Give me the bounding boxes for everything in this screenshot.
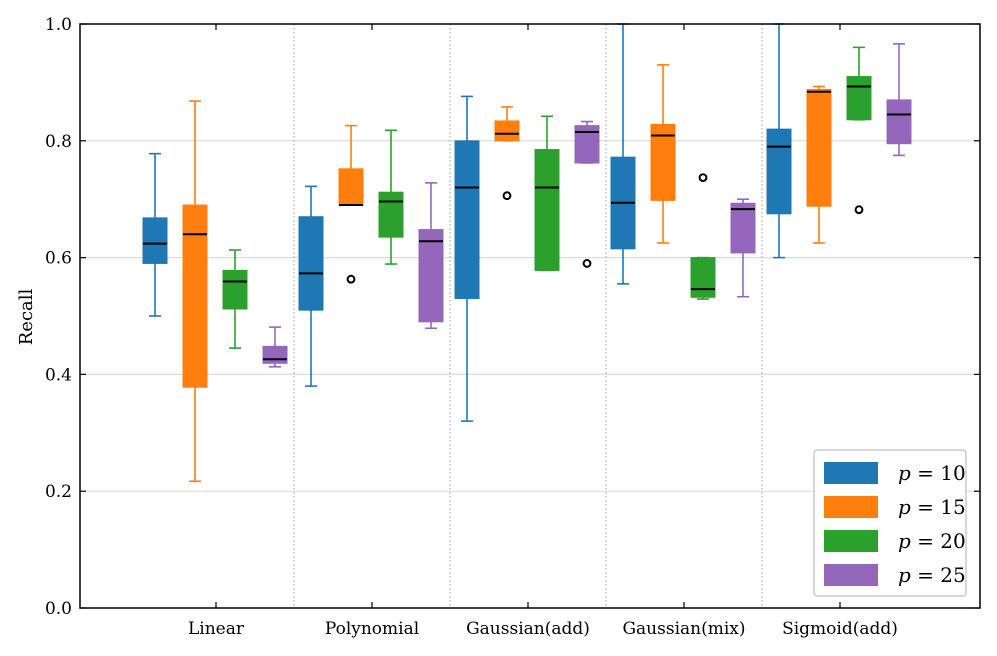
box-plot bbox=[690, 173, 716, 300]
box-iqr bbox=[806, 88, 832, 207]
box-iqr bbox=[378, 191, 404, 238]
box-iqr bbox=[142, 217, 168, 264]
legend-label-variable: p bbox=[898, 461, 911, 485]
y-tick-label: 0.4 bbox=[45, 365, 72, 385]
box-iqr bbox=[182, 204, 208, 388]
outlier-point bbox=[854, 205, 864, 215]
box-iqr bbox=[222, 269, 248, 310]
x-tick-label: Gaussian(add) bbox=[466, 619, 590, 639]
box-iqr bbox=[730, 202, 756, 254]
legend-label-value: = 15 bbox=[911, 495, 966, 519]
outlier-point bbox=[502, 191, 512, 201]
category-separators bbox=[293, 24, 763, 608]
box-iqr bbox=[338, 168, 364, 206]
series-4 bbox=[262, 43, 912, 368]
plot-frame bbox=[79, 23, 981, 609]
legend-label-value: = 20 bbox=[911, 529, 966, 553]
x-tick-label: Polynomial bbox=[325, 619, 419, 639]
legend-entry: p = 10 bbox=[824, 461, 966, 485]
legend-label: p = 10 bbox=[898, 461, 966, 485]
legend-label-value: = 10 bbox=[911, 461, 966, 485]
outlier-point bbox=[698, 173, 708, 182]
grid-lines bbox=[80, 140, 980, 492]
box-iqr bbox=[650, 123, 676, 201]
x-tick-label: Linear bbox=[188, 619, 245, 639]
box-iqr bbox=[766, 128, 792, 215]
legend-swatch bbox=[824, 462, 878, 484]
series-2 bbox=[182, 64, 832, 483]
y-tick-label: 0.6 bbox=[45, 249, 72, 269]
box-plot bbox=[182, 100, 208, 483]
legend-label-value: = 25 bbox=[911, 563, 966, 587]
box-iqr bbox=[886, 99, 912, 145]
box-plot bbox=[298, 185, 324, 387]
legend-entry: p = 25 bbox=[824, 563, 966, 587]
legend-box bbox=[813, 449, 967, 597]
y-tick-label: 0.8 bbox=[45, 132, 72, 152]
legend: p = 10p = 15p = 20p = 25 bbox=[813, 449, 967, 597]
outlier-point bbox=[582, 259, 592, 268]
series-1 bbox=[142, 23, 792, 422]
box-plot bbox=[338, 124, 364, 284]
legend-entry: p = 15 bbox=[824, 495, 966, 519]
box-plot bbox=[650, 64, 676, 244]
box-iqr bbox=[534, 149, 560, 271]
box-plot bbox=[574, 120, 600, 268]
series-3 bbox=[222, 46, 872, 349]
box-iqr bbox=[454, 140, 480, 299]
y-axis-title: Recall bbox=[16, 288, 37, 345]
box-plot bbox=[846, 46, 872, 215]
box-iqr bbox=[846, 76, 872, 121]
box-plot bbox=[262, 326, 288, 368]
outlier-point bbox=[346, 274, 356, 284]
box-plot bbox=[494, 106, 520, 201]
box-plot bbox=[886, 43, 912, 157]
x-tick-label: Sigmoid(add) bbox=[782, 619, 898, 639]
legend-label: p = 15 bbox=[898, 495, 966, 519]
y-tick-label: 0.2 bbox=[45, 482, 72, 502]
box-plot bbox=[610, 23, 636, 285]
box-series bbox=[142, 23, 912, 483]
box-plot bbox=[534, 115, 560, 272]
legend-label-variable: p bbox=[898, 563, 911, 587]
box-plot bbox=[418, 182, 444, 330]
legend-label-variable: p bbox=[898, 495, 911, 519]
y-tick-label: 1.0 bbox=[45, 15, 72, 35]
box-iqr bbox=[262, 345, 288, 364]
box-iqr bbox=[418, 229, 444, 323]
legend-label: p = 20 bbox=[898, 529, 966, 553]
x-tick-label: Gaussian(mix) bbox=[622, 619, 745, 639]
legend-swatch bbox=[824, 530, 878, 552]
legend-label: p = 25 bbox=[898, 563, 966, 587]
box-iqr bbox=[494, 120, 520, 142]
box-plot bbox=[222, 249, 248, 349]
legend-label-variable: p bbox=[898, 529, 911, 553]
box-plot bbox=[142, 152, 168, 317]
box-plot bbox=[454, 95, 480, 422]
box-iqr bbox=[690, 257, 716, 298]
box-plot bbox=[806, 85, 832, 244]
box-plot bbox=[730, 198, 756, 298]
legend-swatch bbox=[824, 496, 878, 518]
x-axis-ticks: Linear Polynomial Gaussian(add) Gaussian(mi… bbox=[188, 24, 898, 639]
y-axis-ticks: 0.0 0.2 0.4 0.6 0.8 1.0 bbox=[45, 15, 980, 619]
y-tick-label: 0.0 bbox=[45, 599, 72, 619]
legend-entry: p = 20 bbox=[824, 529, 966, 553]
box-plot bbox=[766, 23, 792, 259]
box-plot bbox=[378, 129, 404, 265]
legend-swatch bbox=[824, 564, 878, 586]
box-iqr bbox=[298, 216, 324, 311]
